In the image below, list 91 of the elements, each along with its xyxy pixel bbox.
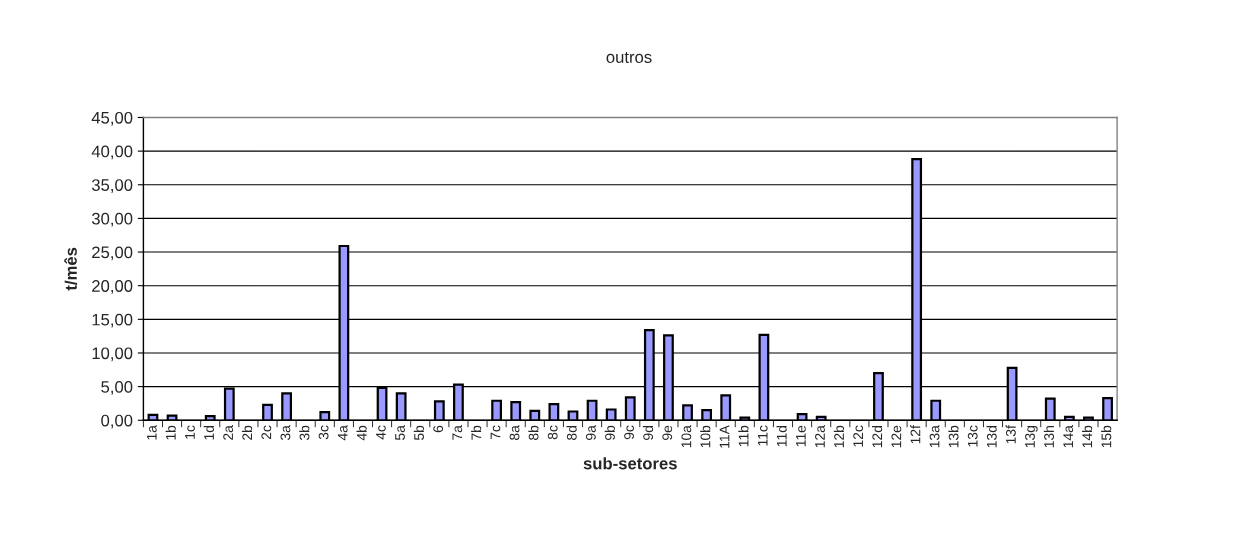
x-tick-label: 9c: [624, 425, 634, 440]
x-tick-label: 2b: [241, 425, 253, 440]
x-tick-label: 13g: [1025, 426, 1038, 448]
x-tick-label: 12b: [833, 425, 844, 448]
x-tick-label: 13c: [967, 425, 978, 447]
x-tick-label: 2a: [223, 425, 234, 440]
x-tick-label: 14a: [1063, 425, 1074, 448]
x-tick-label: 1d: [203, 426, 214, 440]
x-tick-label: 8a: [509, 425, 520, 440]
x-tick-label: 8b: [528, 425, 539, 440]
x-tick-label: 1a: [146, 425, 157, 440]
bar: [510, 400, 522, 421]
bar: [1102, 396, 1113, 421]
bar: [166, 414, 178, 421]
bar: [529, 409, 541, 421]
bar: [548, 403, 560, 421]
x-tick-label: 12a: [815, 425, 825, 448]
bar: [605, 408, 617, 421]
x-tick-label: 9a: [585, 425, 596, 440]
x-tick-label: 11c: [757, 425, 768, 446]
x-tick-label: 12d: [871, 426, 883, 448]
bar: [682, 404, 693, 421]
bar: [586, 399, 598, 421]
x-tick-label: 13h: [1043, 426, 1055, 448]
bar: [1063, 415, 1075, 421]
x-tick-label: 15b: [1101, 425, 1112, 448]
x-tick-label: 13f: [1005, 425, 1016, 444]
y-tick-label: 5,00: [101, 381, 133, 395]
x-tick-label: 13a: [929, 425, 940, 448]
bar: [319, 411, 331, 421]
chart-title: outros: [606, 52, 652, 63]
x-tick-label: 3a: [280, 425, 291, 441]
x-tick-label: 2c: [261, 425, 272, 440]
y-tick-label: 45,00: [91, 111, 133, 126]
x-tick-label: 3b: [299, 425, 310, 441]
y-tick-label: 15,00: [92, 313, 133, 328]
y-tick-label: 40,00: [91, 145, 133, 160]
x-tick-label: 3c: [318, 425, 329, 440]
bar: [1044, 397, 1056, 421]
x-tick-label: 1c: [185, 425, 195, 439]
x-tick-label: 4a: [337, 425, 348, 441]
x-tick-label: 11d: [776, 426, 787, 447]
y-tick-label: 0,00: [101, 414, 133, 429]
x-tick-label: 7c: [490, 425, 501, 440]
bar: [796, 413, 808, 421]
x-tick-label: 9b: [604, 425, 615, 440]
y-tick-label: 10,00: [92, 347, 133, 362]
bar: [720, 394, 732, 421]
bar: [262, 403, 273, 421]
x-tick-label: 9e: [662, 425, 673, 440]
bar: [204, 415, 216, 421]
x-tick-label: 4c: [376, 425, 386, 440]
y-tick-label: 35,00: [91, 179, 133, 193]
bar: [1083, 416, 1094, 421]
y-tick-label: 25,00: [92, 246, 133, 261]
bar: [147, 413, 159, 421]
x-tick-label: 11A: [719, 425, 730, 448]
x-tick-label: 1b: [165, 425, 176, 440]
x-tick-label: 8c: [547, 425, 558, 440]
x-tick-label: 5b: [413, 425, 424, 441]
bar: [815, 415, 827, 421]
x-tick-label: 11e: [796, 425, 806, 447]
x-tick-label: 12f: [910, 425, 921, 444]
x-tick-label: 13b: [948, 425, 959, 448]
x-tick-label: 9d: [642, 426, 654, 440]
x-tick-label: 4b: [356, 425, 367, 441]
x-tick-label: 14b: [1081, 425, 1093, 448]
x-tick-label: 12c: [853, 425, 864, 447]
x-tick-label: 10b: [700, 425, 711, 448]
x-tick-label: 13d: [986, 426, 997, 448]
y-axis-title: t/mês: [64, 247, 78, 291]
x-tick-label: 5a: [395, 425, 405, 441]
bar: [567, 410, 579, 421]
x-tick-label: 11b: [738, 425, 749, 447]
x-tick-label: 12e: [891, 425, 902, 448]
x-tick-label: 10a: [681, 425, 692, 448]
y-tick-label: 20,00: [92, 280, 133, 294]
bar: [930, 399, 942, 421]
x-tick-label: 6: [433, 425, 444, 433]
bar: [433, 400, 445, 421]
bar: [491, 399, 503, 421]
bar: [281, 392, 293, 421]
bar: [701, 409, 713, 421]
x-tick-label: 7b: [471, 425, 482, 440]
y-tick-label: 30,00: [91, 212, 133, 227]
bar: [624, 396, 636, 421]
x-axis-title: sub-setores: [583, 457, 677, 470]
x-tick-label: 7a: [452, 425, 463, 440]
x-tick-label: 8d: [566, 426, 577, 440]
bar: [739, 416, 751, 421]
bar: [395, 392, 407, 421]
